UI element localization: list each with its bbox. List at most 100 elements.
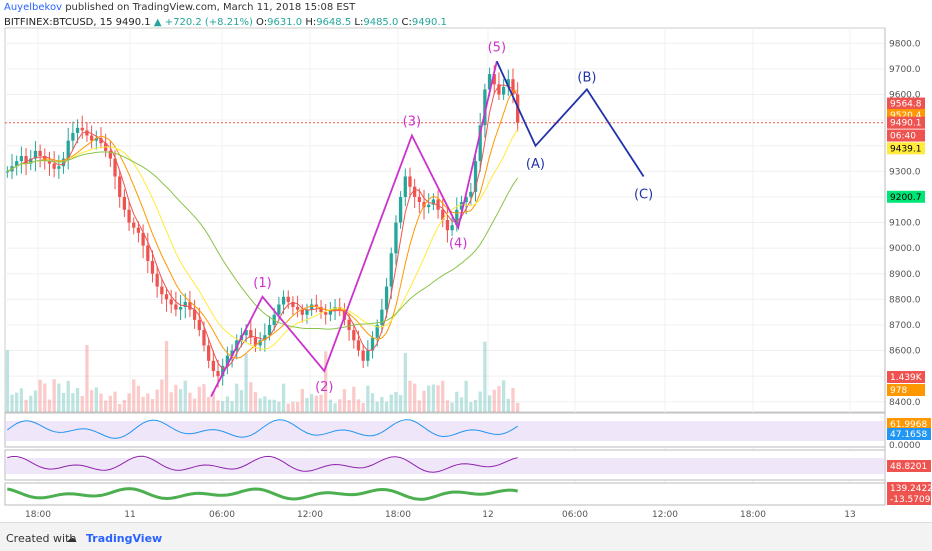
volume-bar: [366, 385, 370, 412]
volume-bar: [160, 379, 164, 412]
candle-body: [29, 158, 33, 164]
author-link[interactable]: Auyelbekov: [4, 2, 62, 13]
volume-bar: [33, 390, 38, 412]
indicator-tag: [887, 460, 931, 472]
volume-bar: [380, 397, 384, 412]
volume-bar: [422, 390, 426, 412]
volume-bar: [267, 399, 272, 412]
volume-bar: [230, 401, 234, 412]
volume-bar: [427, 385, 431, 412]
volume-bar: [328, 399, 333, 412]
volume-tag-label: 978: [890, 386, 907, 396]
candle-body: [324, 312, 328, 315]
volume-bar: [211, 391, 215, 412]
x-tick-label: 12: [482, 510, 493, 520]
candle-body: [249, 330, 253, 338]
wave-label: (4): [449, 237, 467, 252]
candle-body: [258, 340, 262, 346]
volume-bar: [375, 401, 379, 412]
candle-body: [497, 84, 501, 95]
volume-bar: [263, 396, 267, 412]
candle-body: [24, 156, 28, 164]
wave-label: (3): [403, 115, 421, 130]
x-tick-label: 12:00: [652, 510, 678, 520]
price-tag: [887, 142, 925, 155]
price-tag-label: 06:40: [890, 132, 916, 142]
volume-bar: [417, 400, 421, 412]
y-tick-label: 9800.0: [889, 39, 921, 49]
volume-bar: [319, 394, 323, 412]
x-tick-label: 12:00: [297, 510, 323, 520]
wave-label: (5): [488, 40, 506, 55]
price-chart[interactable]: 8400.08500.08600.08700.08800.08900.09000…: [0, 0, 932, 522]
y-tick-label: 9100.0: [889, 219, 921, 229]
ma-long-line: [7, 151, 519, 330]
volume-bar: [305, 397, 309, 412]
volume-bar: [342, 389, 347, 412]
candle-body: [464, 196, 468, 203]
candle-body: [361, 350, 365, 361]
indicator-tag: [887, 493, 931, 505]
indicator-tag-label: 139.2422: [890, 484, 932, 494]
volume-bar: [450, 402, 454, 412]
candle-body: [160, 286, 164, 295]
candle-body: [136, 227, 141, 233]
indicator-band: [5, 458, 885, 474]
y-tick-label: 9600.0: [889, 91, 921, 101]
candle-body: [445, 220, 450, 231]
volume-bar: [118, 403, 122, 412]
candle-body: [375, 324, 379, 338]
volume-bar: [384, 401, 389, 412]
last-price: 9490.1: [115, 17, 151, 28]
price-tag-label: 9564.8: [890, 100, 922, 110]
price-tag-label: 9490.1: [890, 119, 922, 129]
candle-body: [113, 158, 117, 177]
y-tick-label: 9000.0: [889, 244, 921, 254]
volume-bar: [85, 344, 89, 412]
candle-body: [263, 335, 267, 341]
volume-bar: [178, 389, 183, 412]
indicator-tag-label: 47.1658: [890, 430, 927, 440]
candle-body: [455, 209, 459, 226]
volume-bar: [333, 403, 337, 412]
candle-body: [436, 199, 440, 210]
indicator-tag: [887, 428, 931, 440]
tradingview-brand[interactable]: TradingView: [86, 532, 163, 545]
volume-bar: [94, 387, 98, 412]
volume-bar: [347, 400, 351, 412]
candle-body: [66, 140, 70, 159]
volume-bar: [455, 391, 459, 412]
candle-body: [347, 319, 351, 331]
symbol-name[interactable]: BITFINEX:BTCUSD, 15: [4, 17, 113, 28]
candle-body: [366, 350, 370, 361]
volume-bar: [132, 379, 136, 412]
volume-bar: [24, 399, 28, 412]
candle-body: [202, 330, 206, 346]
volume-bar: [10, 394, 14, 412]
volume-bar: [75, 387, 80, 412]
candle-body: [174, 304, 178, 310]
candle-body: [277, 304, 281, 315]
close-label: C:: [401, 17, 412, 28]
x-tick-label: 18:00: [740, 510, 766, 520]
indicator-line: [7, 455, 518, 473]
candle-body: [61, 158, 66, 167]
volume-bar: [61, 392, 66, 412]
volume-bar: [221, 401, 225, 412]
candle-body: [164, 294, 169, 300]
candle-body: [459, 202, 464, 210]
candle-body: [267, 324, 272, 336]
close-value: 9490.1: [411, 17, 447, 28]
candle-body: [33, 150, 38, 159]
volume-bar: [253, 392, 258, 412]
volume-bar: [141, 396, 145, 412]
candle-body: [150, 260, 155, 274]
volume-bar: [291, 401, 295, 412]
volume-bar: [66, 380, 70, 412]
y-tick-label: 9300.0: [889, 167, 921, 177]
candle-body: [99, 138, 103, 144]
ma-mid-line: [7, 90, 518, 359]
candle-body: [47, 161, 52, 164]
volume-bar: [352, 386, 356, 412]
projection-label: (C): [634, 187, 653, 202]
